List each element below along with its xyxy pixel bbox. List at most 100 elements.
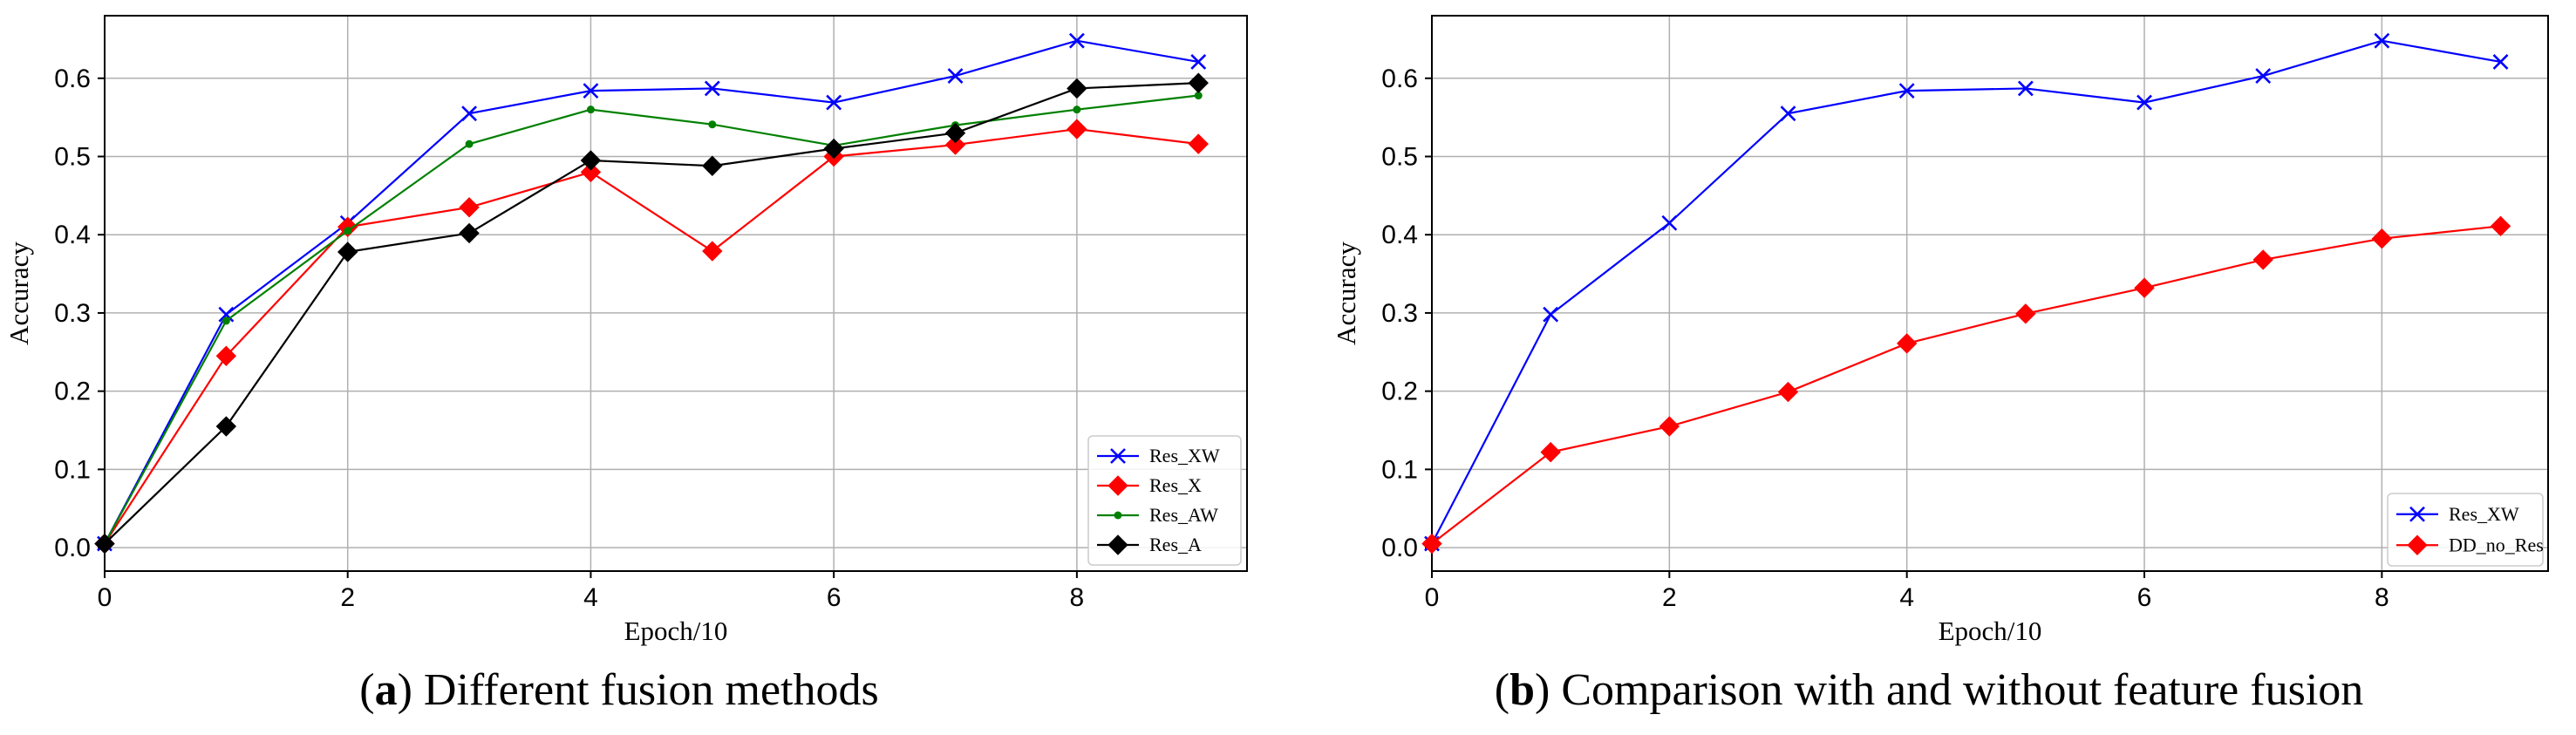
data-point xyxy=(2015,303,2036,324)
x-axis-label: Epoch/10 xyxy=(624,616,728,646)
data-point xyxy=(702,241,723,262)
data-point xyxy=(944,122,966,144)
y-tick-label: 0.0 xyxy=(54,534,91,562)
data-point xyxy=(1898,83,1915,99)
series-line xyxy=(104,82,1199,545)
series-res-aw xyxy=(100,92,1203,548)
data-point xyxy=(2252,249,2273,270)
data-point xyxy=(1194,92,1203,100)
data-point xyxy=(826,94,842,111)
caption-paren-open: ( xyxy=(1495,665,1509,715)
legend-marker xyxy=(1107,475,1128,496)
data-point xyxy=(708,120,717,129)
data-point xyxy=(947,68,964,85)
x-tick-label: 6 xyxy=(827,583,842,612)
y-tick-label: 0.3 xyxy=(1381,299,1418,328)
legend-box xyxy=(2387,493,2544,567)
data-point xyxy=(823,138,844,160)
caption-paren-open: ( xyxy=(359,665,374,715)
data-point xyxy=(1188,133,1209,154)
legend-label: Res_A xyxy=(1149,534,1202,555)
data-point xyxy=(1659,416,1680,437)
legend-box xyxy=(1087,435,1242,566)
data-point xyxy=(215,416,237,437)
x-axis-label: Epoch/10 xyxy=(1939,616,2042,646)
legend-marker xyxy=(2407,534,2428,555)
y-tick-label: 0.5 xyxy=(54,142,91,171)
data-point xyxy=(1067,119,1087,140)
series-line xyxy=(104,39,1199,545)
caption-title: Different fusion methods xyxy=(412,665,879,715)
legend-marker xyxy=(1114,511,1122,520)
y-tick-label: 0.3 xyxy=(54,299,91,328)
data-point xyxy=(344,227,352,235)
y-axis-label: Accuracy xyxy=(3,242,34,345)
data-point xyxy=(1777,381,1799,403)
y-tick-label: 0.2 xyxy=(1381,378,1418,406)
data-point xyxy=(580,161,602,183)
data-point xyxy=(1073,105,1081,114)
data-point xyxy=(215,345,237,366)
y-tick-label: 0.1 xyxy=(1381,455,1418,484)
data-point xyxy=(944,134,966,155)
legend-label: Res_AW xyxy=(1149,504,1218,526)
y-tick-label: 0.6 xyxy=(54,65,91,93)
caption-paren-close: ) xyxy=(398,665,412,715)
caption-title: Comparison with and without feature fusi… xyxy=(1550,665,2363,715)
data-point xyxy=(2374,32,2390,49)
data-point xyxy=(1540,441,1561,463)
series-res-x xyxy=(94,119,1209,555)
series-line xyxy=(1431,39,2501,545)
y-tick-label: 0.6 xyxy=(1381,65,1418,93)
data-point xyxy=(702,155,723,176)
data-point xyxy=(221,316,230,325)
data-point xyxy=(2255,68,2272,85)
data-point xyxy=(2017,80,2034,97)
data-point xyxy=(704,80,720,97)
data-point xyxy=(2136,94,2152,111)
data-point xyxy=(586,105,595,114)
x-tick-label: 0 xyxy=(98,583,112,612)
data-point xyxy=(465,140,474,148)
y-tick-label: 0.4 xyxy=(54,221,91,249)
panel-a-fusion-methods: 0 2 4 6 8 0.0 0.1 0.2 0.3 0.4 0.5 0.6 Epoch/10 Accura… xyxy=(3,15,1248,715)
y-tick-label: 0.4 xyxy=(1381,221,1418,249)
legend-label: Res_X xyxy=(1149,474,1202,496)
data-point xyxy=(2492,54,2509,70)
data-point xyxy=(1780,105,1796,122)
legend-label: DD_no_Res xyxy=(2449,534,2544,555)
x-tick-label: 2 xyxy=(340,583,355,612)
legend-label: Res_XW xyxy=(1149,445,1220,466)
legend: Res_XW DD_no_Res xyxy=(2387,493,2544,567)
data-point xyxy=(337,242,358,262)
data-point xyxy=(1896,333,1918,354)
series-line xyxy=(104,94,1199,545)
legend: Res_XW Res_X Res_AW Res_A xyxy=(1087,435,1242,566)
y-tick-label: 0.1 xyxy=(54,455,91,484)
series-line xyxy=(1431,225,2501,545)
data-point xyxy=(583,83,599,99)
data-point xyxy=(218,306,235,323)
x-tick-label: 8 xyxy=(2375,583,2389,612)
data-point xyxy=(1067,78,1087,99)
x-tick-label: 6 xyxy=(2137,583,2152,612)
caption: (b) Comparison with and without feature … xyxy=(1495,665,2364,715)
data-point xyxy=(1068,32,1085,49)
data-point xyxy=(459,197,480,218)
plot-frame xyxy=(104,15,1248,572)
data-point xyxy=(461,105,478,122)
panel-b-feature-fusion-comparison: 0 2 4 6 8 0.0 0.1 0.2 0.3 0.4 0.5 0.6 Epoch/10 Accura… xyxy=(1331,15,2549,715)
y-axis-label: Accuracy xyxy=(1331,242,1361,345)
x-tick-label: 4 xyxy=(583,583,598,612)
data-point xyxy=(1188,72,1209,93)
y-tick-label: 0.0 xyxy=(1381,534,1418,562)
series-dd-no-res xyxy=(1421,215,2511,555)
data-point xyxy=(2134,277,2155,298)
series-res-a xyxy=(94,72,1209,555)
legend-marker xyxy=(2409,506,2425,522)
legend-marker xyxy=(1110,448,1126,464)
data-point xyxy=(2490,215,2511,237)
legend-marker xyxy=(1107,534,1128,555)
data-point xyxy=(2371,228,2393,249)
